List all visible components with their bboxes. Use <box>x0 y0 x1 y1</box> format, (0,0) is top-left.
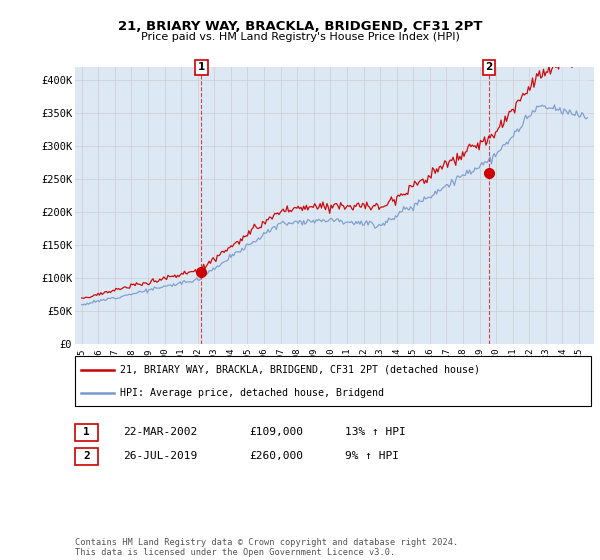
Text: £109,000: £109,000 <box>249 427 303 437</box>
Text: 2: 2 <box>485 62 493 72</box>
Text: 21, BRIARY WAY, BRACKLA, BRIDGEND, CF31 2PT (detached house): 21, BRIARY WAY, BRACKLA, BRIDGEND, CF31 … <box>120 365 480 375</box>
Text: 1: 1 <box>83 427 90 437</box>
Text: HPI: Average price, detached house, Bridgend: HPI: Average price, detached house, Brid… <box>120 389 384 398</box>
Text: £260,000: £260,000 <box>249 451 303 461</box>
Text: 1: 1 <box>198 62 205 72</box>
Text: Price paid vs. HM Land Registry's House Price Index (HPI): Price paid vs. HM Land Registry's House … <box>140 32 460 43</box>
Text: 9% ↑ HPI: 9% ↑ HPI <box>345 451 399 461</box>
Text: Contains HM Land Registry data © Crown copyright and database right 2024.
This d: Contains HM Land Registry data © Crown c… <box>75 538 458 557</box>
Text: 13% ↑ HPI: 13% ↑ HPI <box>345 427 406 437</box>
Text: 26-JUL-2019: 26-JUL-2019 <box>123 451 197 461</box>
Text: 2: 2 <box>83 451 90 461</box>
Text: 21, BRIARY WAY, BRACKLA, BRIDGEND, CF31 2PT: 21, BRIARY WAY, BRACKLA, BRIDGEND, CF31 … <box>118 20 482 32</box>
Text: 22-MAR-2002: 22-MAR-2002 <box>123 427 197 437</box>
